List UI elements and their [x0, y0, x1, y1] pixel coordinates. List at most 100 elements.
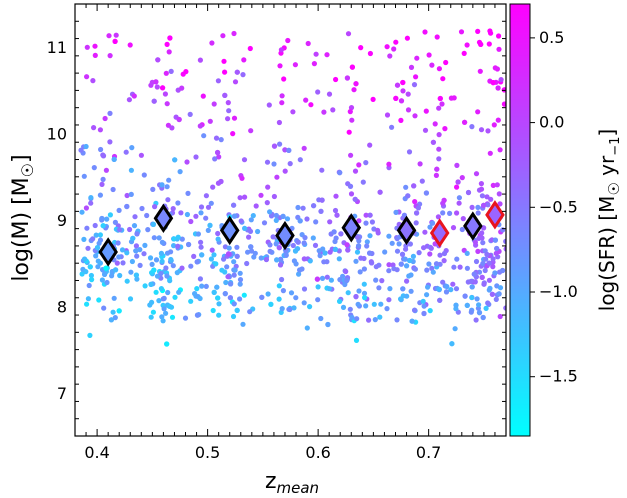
scatter-point — [394, 317, 400, 323]
x-axis: 0.4 0.5 0.6 0.7 — [74, 4, 507, 462]
scatter-point — [137, 247, 143, 253]
scatter-point — [304, 325, 310, 331]
scatter-point — [449, 341, 455, 347]
scatter-point — [113, 32, 119, 38]
scatter-point — [216, 301, 222, 307]
scatter-point — [347, 306, 353, 312]
scatter-point — [280, 213, 286, 219]
scatter-point — [150, 309, 156, 315]
scatter-point — [241, 57, 247, 63]
scatter-point — [108, 317, 114, 323]
scatter-points — [78, 28, 506, 347]
scatter-point — [503, 305, 506, 311]
scatter-point — [464, 250, 470, 256]
scatter-point — [284, 216, 291, 222]
median-diamond — [219, 215, 240, 246]
scatter-point — [398, 296, 404, 302]
scatter-point — [142, 242, 148, 248]
scatter-point — [317, 253, 323, 259]
scatter-point — [468, 278, 474, 284]
scatter-point — [435, 214, 441, 220]
scatter-point — [133, 243, 139, 249]
scatter-point — [436, 156, 442, 162]
scatter-point — [478, 41, 484, 48]
scatter-point — [87, 332, 93, 338]
scatter-point — [367, 233, 373, 239]
scatter-point — [179, 265, 185, 271]
scatter-point — [462, 119, 468, 125]
scatter-point — [318, 208, 324, 214]
scatter-point — [360, 179, 366, 185]
scatter-point — [226, 251, 232, 257]
scatter-point — [404, 293, 410, 299]
scatter-point — [92, 43, 98, 49]
scatter-point — [117, 272, 123, 279]
x-axis-label: zmean — [265, 469, 319, 497]
scatter-point — [387, 53, 393, 59]
scatter-point — [259, 294, 265, 300]
scatter-point — [130, 235, 136, 241]
scatter-point — [422, 127, 429, 133]
scatter-point — [496, 46, 502, 52]
scatter-point — [481, 202, 487, 208]
scatter-point — [99, 277, 105, 283]
scatter-point — [247, 45, 253, 52]
scatter-point — [401, 212, 407, 218]
scatter-point — [227, 295, 233, 301]
scatter-point — [421, 310, 427, 317]
scatter-point — [158, 286, 164, 292]
scatter-point — [128, 191, 134, 197]
x-tick-label: 0.5 — [195, 443, 220, 462]
scatter-point — [485, 300, 491, 306]
scatter-point — [104, 279, 110, 286]
scatter-point — [469, 124, 475, 130]
scatter-point — [403, 243, 409, 249]
scatter-point — [265, 291, 271, 297]
scatter-point — [153, 257, 160, 263]
scatter-point — [405, 107, 412, 113]
scatter-point — [93, 253, 99, 259]
scatter-point — [490, 182, 496, 188]
scatter-point — [162, 91, 168, 97]
scatter-point — [488, 30, 494, 36]
scatter-point — [155, 57, 161, 63]
scatter-point — [93, 232, 99, 238]
scatter-point — [472, 279, 478, 285]
scatter-point — [288, 290, 295, 296]
scatter-point — [408, 288, 414, 294]
scatter-point — [455, 179, 461, 185]
scatter-point — [240, 321, 246, 327]
scatter-point — [387, 286, 393, 292]
scatter-point — [184, 211, 190, 218]
scatter-point — [139, 205, 145, 212]
scatter-point — [194, 259, 200, 265]
scatter-point — [198, 244, 204, 250]
scatter-point — [111, 156, 117, 162]
scatter-point — [465, 189, 472, 196]
scatter-point — [399, 251, 406, 257]
scatter-point — [322, 250, 328, 256]
scatter-point — [81, 173, 87, 179]
scatter-point — [343, 268, 349, 275]
scatter-point — [443, 59, 449, 66]
scatter-point — [354, 316, 360, 322]
scatter-point — [98, 146, 104, 153]
scatter-point — [296, 271, 302, 277]
scatter-point — [349, 117, 355, 123]
scatter-point — [286, 147, 292, 153]
scatter-point — [377, 189, 383, 195]
scatter-point — [164, 41, 170, 48]
median-diamond — [396, 215, 417, 246]
scatter-point — [355, 301, 361, 307]
scatter-point — [228, 281, 234, 287]
scatter-point — [258, 192, 264, 198]
scatter-point — [367, 250, 373, 256]
scatter-point — [495, 85, 501, 91]
scatter-point — [218, 178, 224, 185]
scatter-point — [128, 167, 134, 173]
scatter-point — [188, 263, 194, 269]
scatter-point — [102, 115, 108, 122]
scatter-point — [404, 35, 410, 41]
scatter-point — [349, 314, 355, 320]
scatter-point — [175, 243, 181, 249]
